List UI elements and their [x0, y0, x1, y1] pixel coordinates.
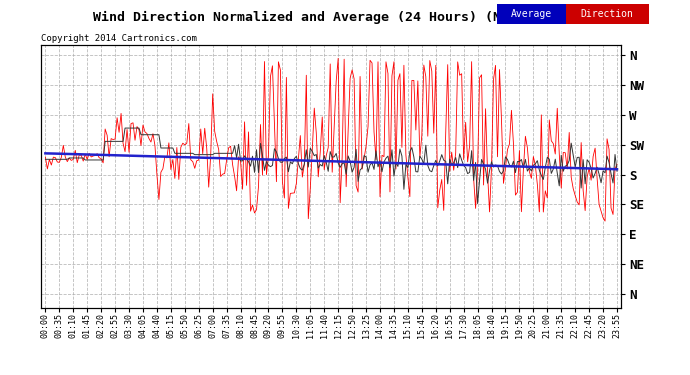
Text: Copyright 2014 Cartronics.com: Copyright 2014 Cartronics.com [41, 34, 197, 43]
Text: Wind Direction Normalized and Average (24 Hours) (New) 20140430: Wind Direction Normalized and Average (2… [93, 11, 597, 24]
Text: Direction: Direction [581, 9, 633, 19]
Text: Average: Average [511, 9, 552, 19]
